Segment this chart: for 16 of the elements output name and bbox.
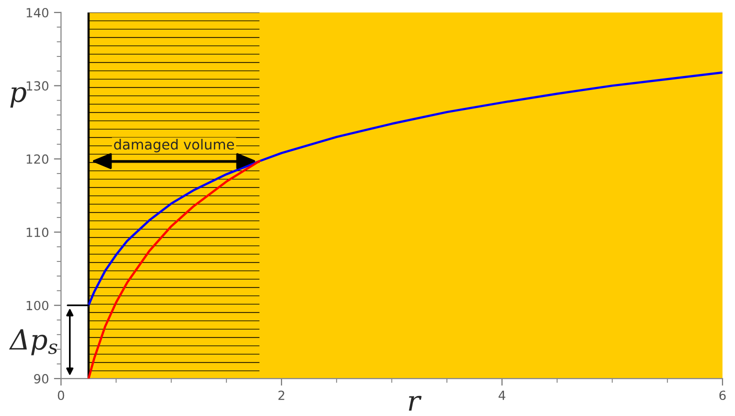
line-series bbox=[87, 71, 723, 306]
y-tick-label: 130 bbox=[26, 81, 48, 91]
y-tick-label: 120 bbox=[26, 154, 48, 164]
annotation: damaged volume bbox=[114, 138, 234, 152]
x-axis-title: r bbox=[408, 396, 422, 411]
x-tick-label: 2 bbox=[278, 390, 284, 400]
x-tick-label: 6 bbox=[719, 390, 726, 400]
x-tick-label: 4 bbox=[498, 390, 506, 400]
y-axis-title: p bbox=[10, 87, 26, 108]
y-tick-label: 90 bbox=[34, 374, 48, 384]
y-tick-label: 100 bbox=[26, 300, 48, 310]
annotation: Δp$_{s}$ bbox=[9, 329, 58, 356]
line-series bbox=[87, 160, 261, 379]
y-tick-label: 110 bbox=[26, 228, 48, 238]
x-tick-label: 0 bbox=[58, 390, 64, 400]
y-tick-label: 140 bbox=[26, 8, 48, 18]
